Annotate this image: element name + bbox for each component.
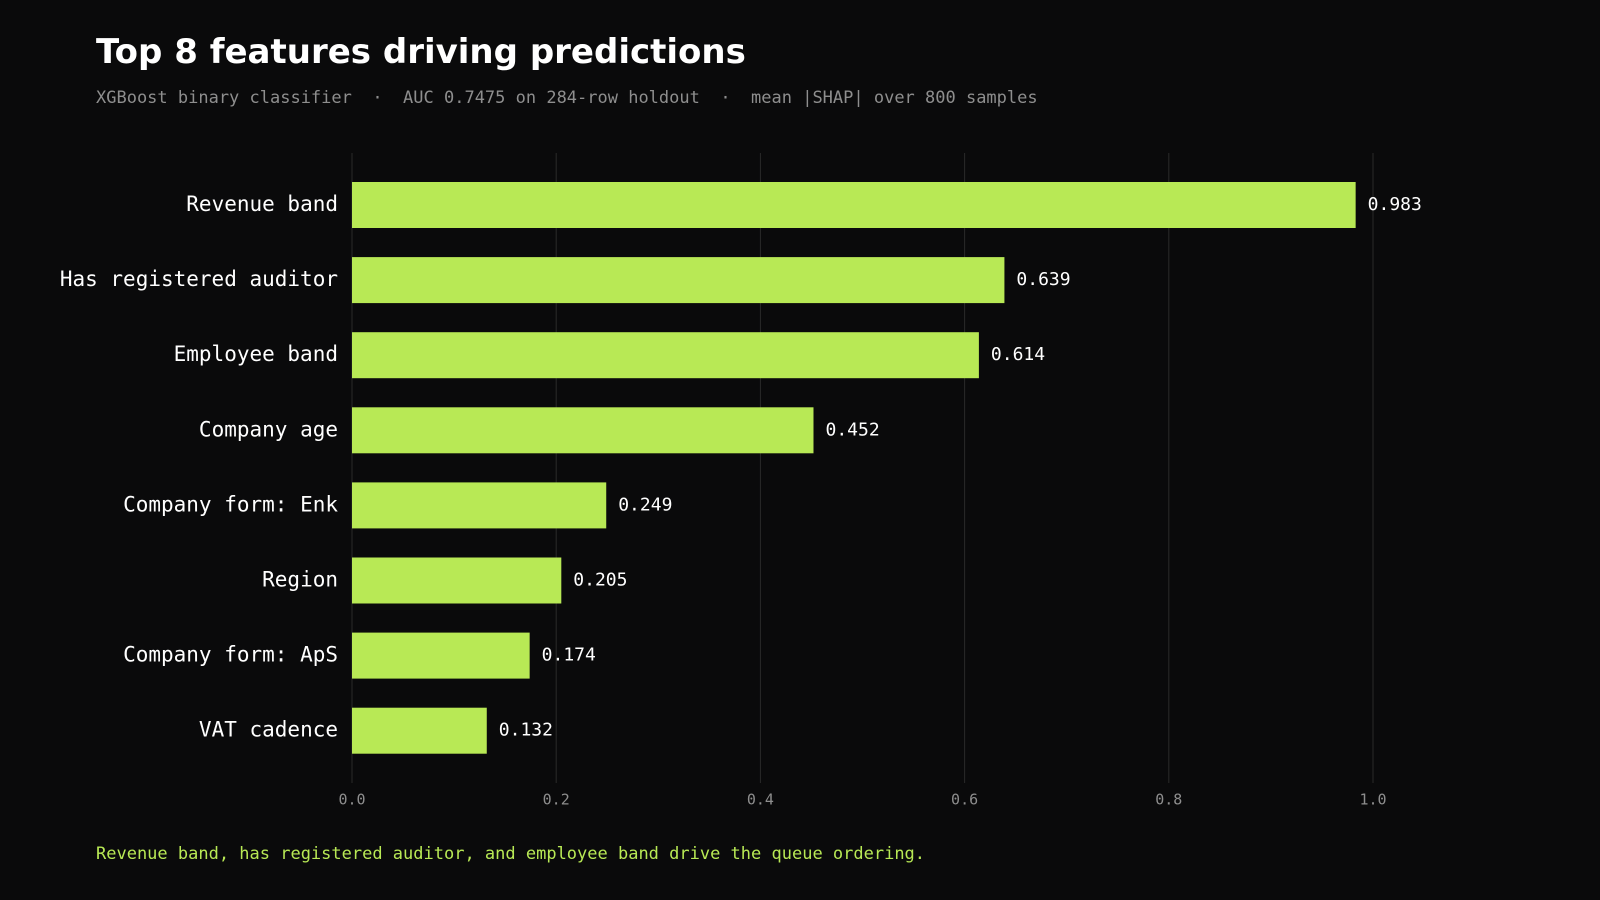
x-tick-label: 0.4 bbox=[747, 791, 774, 809]
bar bbox=[352, 632, 530, 679]
chart-footnote: Revenue band, has registered auditor, an… bbox=[96, 844, 926, 864]
x-tick-label: 0.8 bbox=[1155, 791, 1182, 809]
category-label: Employee band bbox=[174, 342, 338, 366]
chart-subtitle: XGBoost binary classifier · AUC 0.7475 o… bbox=[96, 88, 1038, 108]
bar bbox=[352, 707, 487, 754]
x-axis-ticks: 0.0 0.2 0.4 0.6 0.8 1.0 bbox=[338, 791, 1386, 809]
value-label: 0.132 bbox=[499, 720, 553, 741]
value-label: 0.983 bbox=[1368, 194, 1422, 215]
value-label: 0.205 bbox=[573, 570, 627, 591]
value-label: 0.639 bbox=[1016, 269, 1070, 290]
chart-title: Top 8 features driving predictions bbox=[96, 32, 746, 72]
value-label: 0.174 bbox=[542, 645, 596, 666]
value-labels: 0.983 0.639 0.614 0.452 0.249 0.205 0.174 0.132 bbox=[499, 194, 1422, 741]
category-labels: Revenue band Has registered auditor Employ… bbox=[60, 192, 339, 742]
value-label: 0.452 bbox=[825, 419, 879, 440]
bar bbox=[352, 182, 1356, 228]
bars bbox=[352, 182, 1356, 754]
bar bbox=[352, 482, 607, 529]
category-label: Region bbox=[262, 568, 338, 592]
bar bbox=[352, 257, 1005, 304]
bar bbox=[352, 407, 814, 454]
x-tick-label: 0.0 bbox=[338, 791, 365, 809]
bar bbox=[352, 332, 979, 379]
bar-chart: Revenue band Has registered auditor Employ… bbox=[60, 153, 1422, 809]
grid-lines bbox=[351, 153, 1374, 783]
x-tick-label: 1.0 bbox=[1359, 791, 1386, 809]
category-label: Company form: Enk bbox=[123, 492, 338, 516]
category-label: Company form: ApS bbox=[123, 643, 338, 667]
category-label: VAT cadence bbox=[199, 718, 338, 742]
value-label: 0.614 bbox=[991, 344, 1045, 365]
x-tick-label: 0.2 bbox=[543, 791, 570, 809]
bar bbox=[352, 557, 562, 604]
x-tick-label: 0.6 bbox=[951, 791, 978, 809]
category-label: Revenue band bbox=[186, 192, 338, 216]
category-label: Company age bbox=[199, 417, 338, 441]
category-label: Has registered auditor bbox=[60, 267, 338, 291]
value-label: 0.249 bbox=[618, 494, 672, 515]
